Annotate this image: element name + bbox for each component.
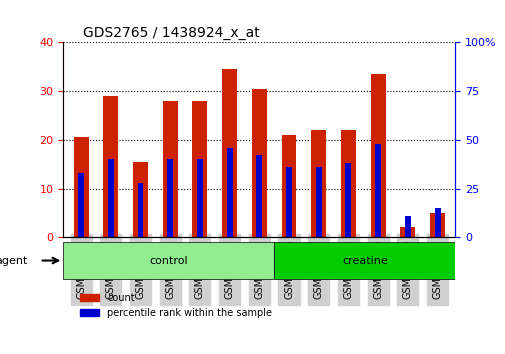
Bar (434, 208, 440, 237)
Bar (315, 167, 321, 237)
Bar (167, 159, 173, 237)
FancyBboxPatch shape (63, 242, 274, 279)
Bar (374, 144, 380, 237)
Bar (137, 183, 143, 237)
Bar (399, 228, 415, 237)
Bar (78, 173, 84, 237)
Bar (256, 155, 262, 237)
Bar (311, 130, 326, 237)
Bar (133, 162, 147, 237)
Bar (285, 167, 291, 237)
Bar (103, 96, 118, 237)
FancyBboxPatch shape (274, 242, 454, 279)
Bar (340, 130, 355, 237)
Bar (192, 101, 207, 237)
Bar (74, 137, 88, 237)
Bar (404, 216, 410, 237)
Bar (281, 135, 296, 237)
Bar (370, 74, 385, 237)
Bar (251, 89, 266, 237)
Bar (345, 163, 351, 237)
Text: creatine: creatine (341, 256, 387, 266)
Bar (108, 159, 114, 237)
Legend: count, percentile rank within the sample: count, percentile rank within the sample (76, 289, 275, 321)
Bar (429, 213, 444, 237)
Bar (163, 101, 177, 237)
Bar (222, 69, 236, 237)
Text: control: control (149, 256, 188, 266)
Bar (196, 159, 203, 237)
Bar (226, 148, 232, 237)
Text: GDS2765 / 1438924_x_at: GDS2765 / 1438924_x_at (83, 26, 259, 40)
Text: agent: agent (0, 256, 28, 266)
